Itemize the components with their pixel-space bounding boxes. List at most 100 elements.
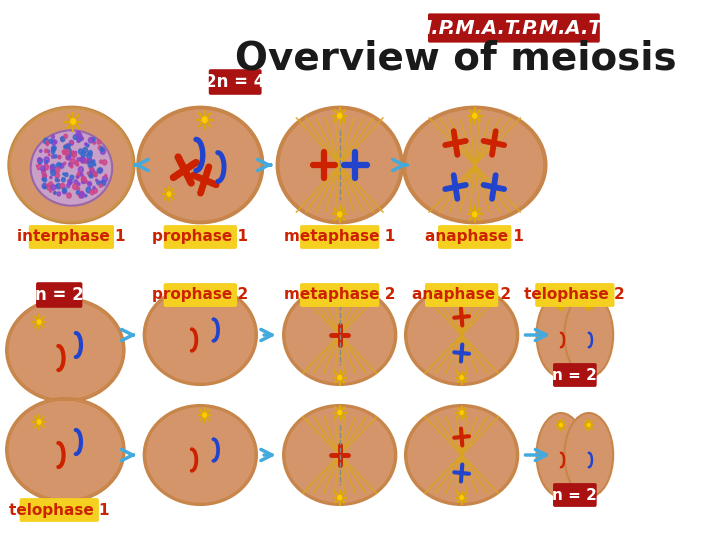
Circle shape [338,212,342,217]
Circle shape [100,147,104,151]
Ellipse shape [144,285,257,385]
Circle shape [67,193,71,198]
Circle shape [78,193,83,198]
Circle shape [66,155,70,160]
Text: anaphase 2: anaphase 2 [412,287,511,302]
Circle shape [92,160,95,163]
Circle shape [60,163,64,168]
Circle shape [68,148,71,152]
Circle shape [48,150,50,152]
Ellipse shape [405,285,518,385]
Text: I.P.M.A.T.P.M.A.T: I.P.M.A.T.P.M.A.T [425,18,603,37]
Circle shape [85,159,89,163]
Circle shape [102,160,107,165]
Circle shape [46,144,48,146]
Text: telophase 1: telophase 1 [9,503,109,517]
Text: Overview of meiosis: Overview of meiosis [235,39,677,77]
Ellipse shape [564,413,613,497]
Ellipse shape [277,107,402,223]
Circle shape [90,168,94,173]
FancyBboxPatch shape [438,225,511,249]
Circle shape [93,141,96,144]
Circle shape [97,140,101,144]
Circle shape [57,192,60,196]
Text: prophase 2: prophase 2 [152,287,248,302]
Circle shape [77,158,80,161]
Circle shape [78,167,84,172]
Circle shape [42,178,45,180]
Circle shape [60,184,65,188]
Circle shape [44,165,48,170]
FancyBboxPatch shape [535,283,614,307]
Circle shape [81,180,85,184]
Circle shape [49,139,53,143]
Circle shape [55,185,58,188]
Circle shape [203,293,207,297]
FancyBboxPatch shape [553,483,597,507]
Circle shape [85,194,87,197]
Circle shape [55,173,60,178]
Circle shape [59,164,61,166]
Circle shape [63,150,65,153]
Circle shape [91,138,95,142]
Circle shape [55,178,58,181]
Circle shape [86,187,91,193]
Circle shape [93,186,95,189]
Text: metaphase 2: metaphase 2 [284,287,395,302]
Circle shape [89,182,91,185]
Circle shape [71,141,73,143]
Circle shape [81,176,86,181]
Ellipse shape [6,398,125,502]
Circle shape [78,172,81,176]
Circle shape [54,140,57,144]
Ellipse shape [138,107,263,223]
Circle shape [88,161,93,167]
Circle shape [93,172,97,176]
Circle shape [93,188,97,193]
Circle shape [76,176,78,178]
Circle shape [100,181,103,185]
Text: telophase 2: telophase 2 [524,287,625,302]
Circle shape [472,212,477,217]
Circle shape [54,192,56,194]
Circle shape [60,138,63,140]
Ellipse shape [31,130,112,206]
Circle shape [88,151,92,156]
Circle shape [90,190,94,195]
Circle shape [42,170,45,174]
Circle shape [44,157,49,163]
Circle shape [460,291,463,294]
Circle shape [51,150,55,154]
Circle shape [37,158,41,162]
Circle shape [43,185,45,187]
Circle shape [101,180,106,186]
Circle shape [65,144,69,150]
Circle shape [50,164,55,170]
Circle shape [76,191,80,194]
Circle shape [89,173,94,178]
Circle shape [43,178,47,182]
Circle shape [72,152,76,157]
Circle shape [78,149,83,154]
Circle shape [97,168,102,173]
Circle shape [36,165,38,167]
Circle shape [68,179,72,184]
Circle shape [50,176,52,179]
Circle shape [42,184,47,188]
Circle shape [48,154,50,156]
Circle shape [43,138,48,144]
Circle shape [94,173,97,177]
Circle shape [81,159,85,164]
Circle shape [37,158,42,164]
Circle shape [203,413,207,417]
Circle shape [47,185,51,190]
Circle shape [77,187,80,191]
Circle shape [78,183,80,186]
Circle shape [40,166,45,171]
Circle shape [85,143,87,145]
FancyBboxPatch shape [300,283,379,307]
FancyBboxPatch shape [19,498,99,522]
Ellipse shape [405,405,518,505]
Circle shape [63,145,66,149]
Circle shape [202,117,207,123]
